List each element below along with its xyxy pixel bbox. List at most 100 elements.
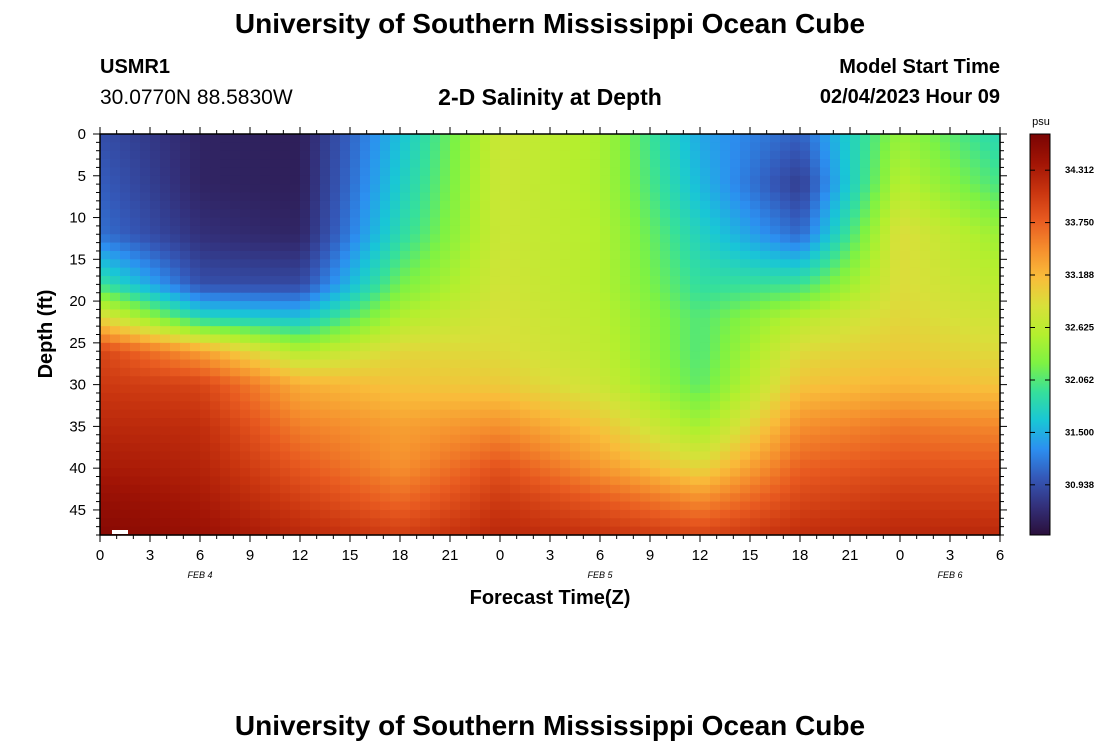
heatmap-cell [460,334,471,344]
heatmap-cell [600,301,611,311]
heatmap-cell [400,326,411,336]
heatmap-cell [330,250,341,260]
heatmap-cell [420,267,431,277]
heatmap-cell [490,476,501,486]
heatmap-cell [440,392,451,402]
heatmap-cell [880,284,891,294]
heatmap-cell [330,301,341,311]
heatmap-cell [830,242,841,252]
heatmap-cell [980,434,991,444]
heatmap-cell [200,434,211,444]
heatmap-cell [790,359,801,369]
heatmap-cell [660,276,671,285]
heatmap-cell [800,401,811,411]
heatmap-cell [670,309,681,319]
heatmap-cell [560,401,571,411]
heatmap-cell [680,175,691,185]
heatmap-cell [820,359,831,369]
heatmap-cell [740,217,751,227]
heatmap-cell [780,459,791,469]
heatmap-cell [970,384,981,394]
heatmap-cell [300,509,311,519]
heatmap-cell [890,175,901,185]
heatmap-cell [250,159,261,169]
heatmap-cell [600,376,611,386]
x-tick-label: 15 [742,547,759,564]
heatmap-cell [580,192,591,202]
heatmap-cell [480,209,491,219]
heatmap-cell [830,175,841,185]
heatmap-cell [570,309,581,319]
heatmap-cell [920,409,931,419]
heatmap-cell [610,459,621,469]
heatmap-cell [890,242,901,252]
heatmap-cell [510,501,521,511]
heatmap-cell [780,200,791,210]
heatmap-cell [820,526,831,536]
heatmap-cell [780,501,791,511]
heatmap-cell [300,493,311,503]
heatmap-cell [760,526,771,536]
heatmap-cell [980,443,991,453]
heatmap-cell [620,242,631,252]
heatmap-cell [500,150,511,160]
heatmap-cell [650,392,661,402]
heatmap-cell [970,509,981,519]
heatmap-cell [150,401,161,411]
heatmap-cell [820,317,831,327]
heatmap-cell [170,234,181,244]
heatmap-cell [830,493,841,503]
heatmap-cell [310,526,321,536]
heatmap-cell [550,217,561,227]
heatmap-cell [570,409,581,419]
heatmap-cell [480,418,491,427]
heatmap-cell [530,351,541,361]
heatmap-cell [840,259,851,269]
heatmap-cell [870,501,881,511]
heatmap-cell [820,267,831,277]
heatmap-cell [340,509,351,519]
y-tick-label: 10 [69,210,86,227]
heatmap-cell [990,443,1001,453]
heatmap-cell [210,384,221,394]
heatmap-cell [920,309,931,319]
heatmap-cell [810,167,821,177]
heatmap-cell [400,367,411,377]
heatmap-cell [560,493,571,503]
heatmap-cell [230,150,241,160]
heatmap-cell [270,167,281,177]
heatmap-cell [600,175,611,185]
heatmap-cell [580,184,591,194]
heatmap-cell [230,259,241,269]
heatmap-cell [120,242,131,252]
heatmap-cell [100,493,111,503]
heatmap-cell [210,209,221,219]
heatmap-cell [730,242,741,252]
heatmap-cell [410,142,421,152]
heatmap-cell [590,184,601,194]
heatmap-cell [960,326,971,336]
heatmap-cell [230,192,241,202]
heatmap-cell [180,309,191,319]
heatmap-cell [600,317,611,327]
heatmap-cell [370,359,381,369]
heatmap-cell [240,459,251,469]
heatmap-cell [990,392,1001,402]
heatmap-cell [600,167,611,177]
heatmap-cell [940,476,951,486]
heatmap-cell [470,267,481,277]
heatmap-cell [470,484,481,494]
heatmap-cell [360,267,371,277]
heatmap-cell [990,309,1001,319]
heatmap-cell [580,250,591,260]
heatmap-cell [470,259,481,269]
heatmap-cell [960,259,971,269]
heatmap-cell [880,150,891,160]
heatmap-cell [860,434,871,444]
heatmap-cell [170,359,181,369]
heatmap-cell [920,401,931,411]
heatmap-cell [600,401,611,411]
heatmap-cell [820,451,831,461]
heatmap-cell [670,518,681,528]
heatmap-cell [910,134,921,143]
